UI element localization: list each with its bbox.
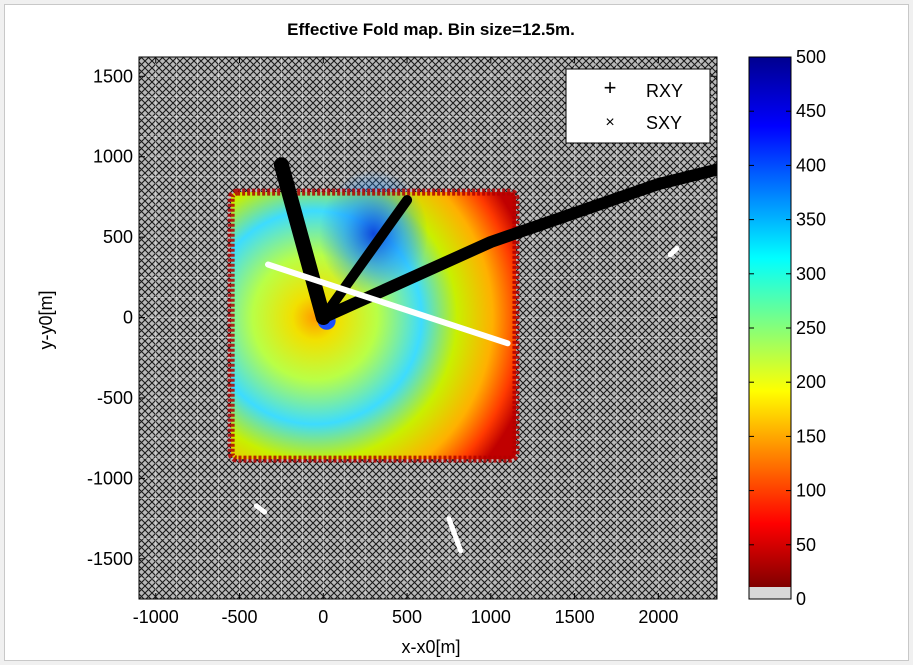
acquisition-lines (253, 157, 717, 554)
colorbar-tick-label: 0 (796, 589, 806, 609)
legend-label: RXY (646, 81, 683, 101)
fold-map-figure: Effective Fold map. Bin size=12.5m. -100… (36, 20, 826, 657)
y-tick-label: 0 (123, 308, 133, 328)
x-axis: -1000 -500 0 500 1000 1500 2000 (133, 57, 678, 627)
colorbar-tick-label: 450 (796, 101, 826, 121)
receiver-line (273, 157, 331, 325)
x-tick-label: 500 (392, 607, 422, 627)
x-tick-label: -1000 (133, 607, 179, 627)
x-tick-label: -500 (222, 607, 258, 627)
legend-marker: + (604, 75, 617, 100)
chart-title: Effective Fold map. Bin size=12.5m. (287, 20, 575, 39)
legend-label: SXY (646, 113, 682, 133)
fold-region (227, 169, 520, 463)
legend-marker: × (605, 114, 614, 131)
colorbar-tick-label: 150 (796, 426, 826, 446)
legend-box (565, 68, 711, 144)
source-line (446, 516, 464, 554)
plot-border (138, 56, 718, 600)
receiver-line (318, 195, 413, 323)
source-line (253, 503, 268, 515)
x-tick-label: 2000 (638, 607, 678, 627)
colorbar: 0 50 100 150 200 250 300 350 400 450 500 (748, 47, 826, 609)
colorbar-tick-label: 250 (796, 318, 826, 338)
colorbar-tick-label: 200 (796, 372, 826, 392)
figure-window: Effective Fold map. Bin size=12.5m. -100… (4, 4, 909, 661)
y-tick-label: -1500 (87, 549, 133, 569)
y-tick-label: -500 (97, 388, 133, 408)
receiver-line (317, 163, 717, 324)
x-axis-label: x-x0[m] (401, 637, 460, 657)
colorbar-zero-band (749, 587, 791, 599)
x-tick-label: 1500 (555, 607, 595, 627)
colorbar-tick-label: 400 (796, 155, 826, 175)
y-tick-label: -1000 (87, 468, 133, 488)
y-tick-label: 500 (103, 227, 133, 247)
y-axis: 1500 1000 500 0 -500 -1000 -1500 (87, 66, 717, 569)
plot-area: -1000 -500 0 500 1000 1500 2000 1500 1000 500 0 -5… (87, 56, 718, 627)
colorbar-tick-label: 50 (796, 535, 816, 555)
source-line (667, 245, 680, 258)
y-tick-label: 1000 (93, 147, 133, 167)
x-tick-label: 0 (318, 607, 328, 627)
legend: + RXY × SXY (565, 68, 711, 144)
x-tick-label: 1000 (471, 607, 511, 627)
colorbar-gradient (749, 57, 791, 587)
colorbar-tick-label: 500 (796, 47, 826, 67)
fold-region-edge (227, 188, 520, 463)
colorbar-tick-label: 350 (796, 210, 826, 230)
y-axis-label: y-y0[m] (36, 290, 56, 349)
colorbar-tick-label: 100 (796, 481, 826, 501)
colorbar-tick-label: 300 (796, 264, 826, 284)
y-tick-label: 1500 (93, 66, 133, 86)
source-line (265, 261, 511, 347)
